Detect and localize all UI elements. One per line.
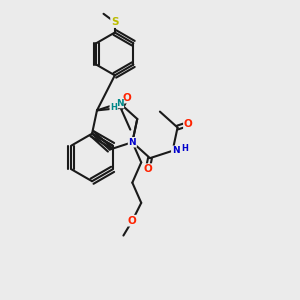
- Text: H: H: [110, 103, 117, 112]
- Text: N: N: [128, 138, 136, 147]
- Text: O: O: [128, 216, 137, 226]
- Text: S: S: [111, 17, 118, 27]
- Text: H: H: [181, 144, 188, 153]
- Text: N: N: [116, 98, 123, 107]
- Text: N: N: [172, 146, 179, 155]
- Text: O: O: [143, 164, 152, 174]
- Text: O: O: [184, 119, 193, 129]
- Text: O: O: [122, 93, 131, 103]
